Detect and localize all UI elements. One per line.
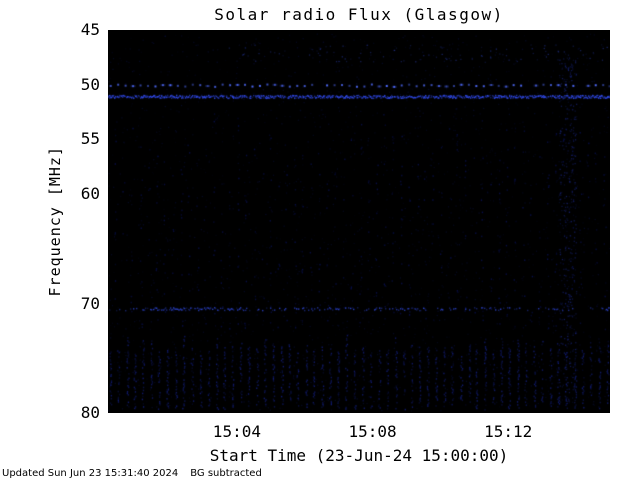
y-tick-label: 55 xyxy=(80,129,100,149)
x-axis-label: Start Time (23-Jun-24 15:00:00) xyxy=(209,446,509,465)
y-tick-label: 45 xyxy=(80,20,100,39)
y-tick-label: 50 xyxy=(80,74,100,94)
spectrogram-canvas xyxy=(108,30,610,413)
y-axis-label: Frequency [MHz] xyxy=(46,146,64,297)
y-tick-label: 70 xyxy=(80,293,100,313)
status-line: Updated Sun Jun 23 15:31:40 2024 BG subtr… xyxy=(2,468,262,479)
bg-subtracted-note: BG subtracted xyxy=(190,468,262,479)
chart-title: Solar radio Flux (Glasgow) xyxy=(214,5,504,24)
x-tick-label: 15:04 xyxy=(212,422,261,441)
x-tick-label: 15:12 xyxy=(484,422,533,441)
y-tick-label: 80 xyxy=(80,403,100,422)
y-tick-label: 60 xyxy=(80,184,100,204)
x-tick-label: 15:08 xyxy=(348,422,397,441)
updated-timestamp: Updated Sun Jun 23 15:31:40 2024 xyxy=(2,468,179,479)
